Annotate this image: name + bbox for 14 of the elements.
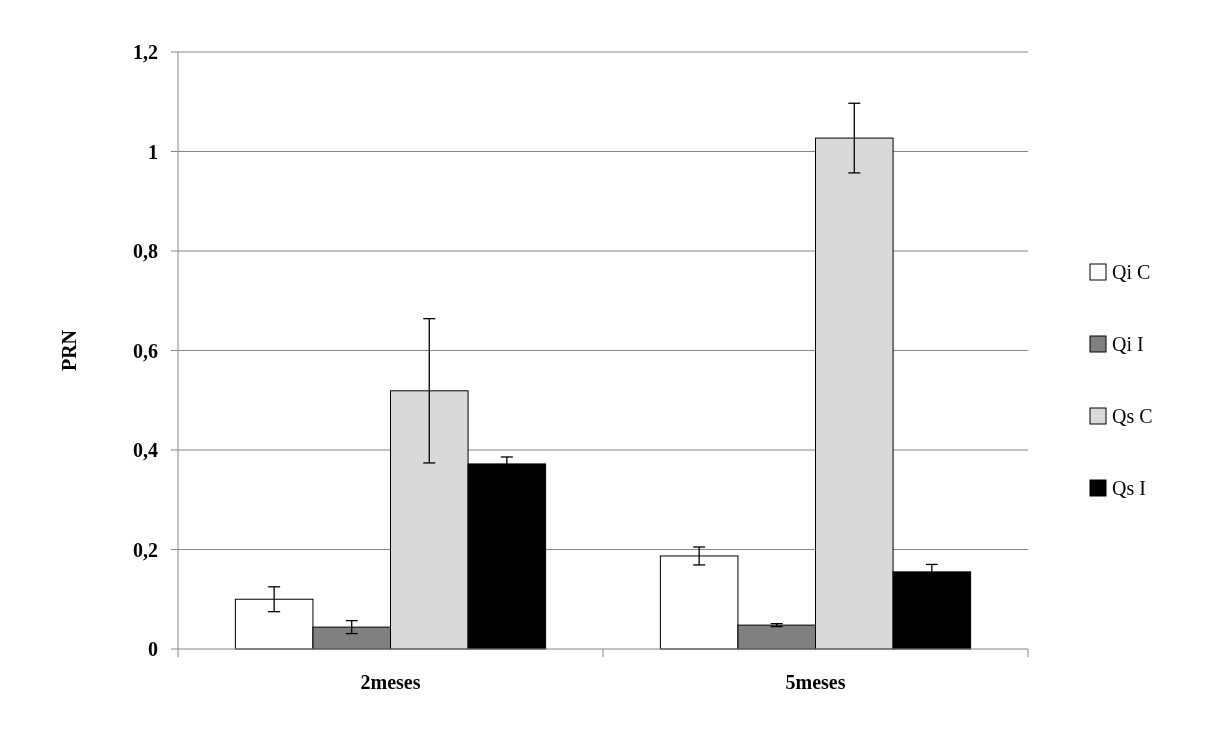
y-tick-label: 0,4	[133, 439, 158, 461]
y-tick-label: 0,6	[133, 339, 158, 362]
legend-label: Qs C	[1112, 405, 1153, 427]
y-tick-label: 0,8	[133, 240, 158, 262]
y-tick-label: 1	[148, 140, 158, 163]
legend-label: Qi C	[1112, 261, 1151, 283]
y-tick-label: 0,2	[133, 538, 158, 561]
x-tick-label: 5meses	[785, 671, 846, 693]
x-tick-label: 2meses	[360, 671, 421, 693]
legend-label: Qi I	[1112, 333, 1144, 355]
y-tick-label: 1,2	[133, 41, 158, 63]
y-tick-label: 0	[148, 638, 158, 660]
legend-label: Qs I	[1112, 477, 1146, 499]
y-axis-title: PRN	[58, 329, 80, 372]
